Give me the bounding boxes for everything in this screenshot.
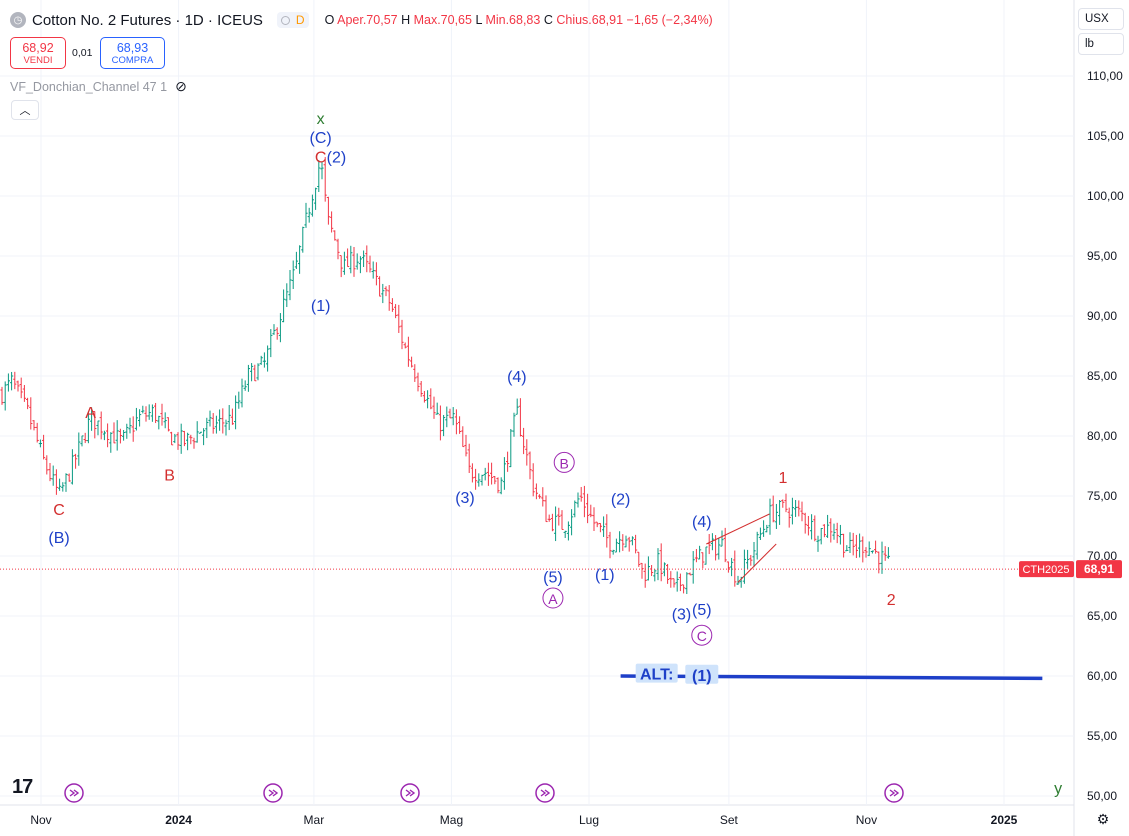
time-tick-label: Set (720, 813, 739, 827)
wave-label[interactable]: C (53, 502, 65, 519)
price-tick-label: 105,00 (1087, 129, 1124, 143)
wave-label[interactable]: (5) (692, 602, 712, 619)
unit-selector[interactable]: lb (1078, 33, 1124, 55)
ohlc-low-value: Min.68,83 (485, 13, 541, 27)
symbol-tag-box (1019, 561, 1074, 578)
sell-button[interactable]: 68,92 VENDI (10, 37, 66, 69)
unit-label: lb (1085, 38, 1094, 50)
ohlc-values: O Aper.70,57 H Max.70,65 L Min.68,83 C C… (325, 13, 713, 27)
wave-label[interactable]: 1 (779, 470, 788, 487)
settings-gear-icon[interactable]: ⚙ (1096, 810, 1110, 827)
wave-label-circle (691, 624, 713, 646)
wave-label[interactable]: B (560, 455, 569, 471)
indicator-name: VF_Donchian_Channel 47 1 (10, 79, 168, 94)
event-marker-arrow-icon (405, 789, 416, 797)
price-tick-label: 55,00 (1087, 729, 1117, 743)
hidden-eye-icon[interactable]: ⊘ (175, 78, 187, 94)
currency-label: USX (1085, 13, 1109, 25)
chart-header: ◷ Cotton No. 2 Futures · 1D · ICEUS D O … (10, 10, 713, 30)
sell-label: VENDI (23, 54, 53, 66)
wave-label[interactable]: y (1054, 781, 1062, 798)
ohlc-low-label: L (475, 13, 482, 27)
wave-label[interactable]: 2 (887, 592, 896, 609)
symbol-tag-label: CTH2025 (1022, 564, 1069, 576)
symbol-title[interactable]: Cotton No. 2 Futures · 1D · ICEUS (32, 11, 263, 29)
sell-price: 68,92 (22, 40, 54, 55)
price-tick-label: 100,00 (1087, 189, 1124, 203)
price-tick-label: 110,00 (1087, 69, 1123, 83)
price-tick-label: 65,00 (1087, 609, 1117, 623)
price-tick-label: 75,00 (1087, 489, 1117, 503)
wave-label[interactable]: x (317, 111, 325, 128)
ohlc-change-value: −1,65 (−2,34%) (626, 13, 713, 27)
buy-button[interactable]: 68,93 COMPRA (100, 37, 165, 69)
wave-label[interactable]: (2) (327, 149, 347, 166)
triangle-lower-line (737, 543, 777, 583)
wave-label-box (635, 663, 678, 683)
status-flags[interactable]: D (276, 12, 309, 28)
wave-label-box (685, 664, 719, 684)
ohlc-close-value: Chius.68,91 (556, 13, 624, 27)
wave-label[interactable]: A (548, 591, 558, 607)
event-marker-arrow-icon (540, 789, 551, 797)
buy-price: 68,93 (116, 40, 149, 55)
ohlc-high-value: Max.70,65 (413, 13, 472, 27)
time-tick-label: Mar (304, 813, 325, 827)
triangle-upper-line (706, 513, 770, 545)
time-tick-label: Nov (856, 813, 877, 827)
wave-label[interactable]: A (85, 405, 96, 422)
ohlc-open-label: O (324, 13, 335, 27)
time-tick-label: 2025 (991, 813, 1018, 827)
price-tick-label: 85,00 (1087, 369, 1117, 383)
wave-label[interactable]: (C) (310, 130, 332, 147)
price-tick-label: 70,00 (1087, 549, 1117, 563)
time-tick-label: Lug (579, 813, 599, 827)
wave-label[interactable]: (2) (611, 491, 631, 508)
alt-support-line[interactable] (620, 674, 1043, 681)
buy-label: COMPRA (111, 54, 154, 66)
spread-value: 0,01 (72, 47, 93, 59)
price-tick-label: 80,00 (1087, 429, 1117, 443)
current-price-badge (1076, 560, 1122, 579)
price-tick-label: 95,00 (1087, 249, 1117, 263)
wave-label[interactable]: (5) (543, 569, 563, 586)
price-tick-label: 60,00 (1087, 669, 1117, 683)
wave-label[interactable]: (1) (311, 298, 331, 315)
collapse-legend-button[interactable]: ︿ (11, 100, 39, 120)
event-marker-arrow-icon (889, 789, 900, 797)
market-status-icon (280, 15, 290, 25)
chevron-up-icon: ︿ (19, 105, 31, 117)
wave-label[interactable]: C (315, 149, 327, 166)
wave-label[interactable]: (4) (692, 514, 712, 531)
ohlc-open-value: Aper.70,57 (337, 13, 398, 27)
wave-label[interactable]: (3) (455, 490, 475, 507)
wave-label-circle (542, 587, 564, 609)
time-tick-label: Nov (30, 813, 51, 827)
indicator-legend[interactable]: VF_Donchian_Channel 47 1 ⊘ (10, 78, 187, 95)
event-marker-arrow-icon (268, 789, 279, 797)
wave-label[interactable]: (3) (672, 607, 692, 624)
wave-label-circle (553, 451, 575, 473)
time-tick-label: 2024 (165, 813, 192, 827)
wave-label[interactable]: (B) (48, 530, 69, 547)
current-price-label: 68,91 (1084, 562, 1114, 576)
wave-label[interactable]: (1) (595, 567, 615, 584)
wave-label[interactable]: (4) (507, 369, 527, 386)
wave-label[interactable]: C (697, 628, 707, 644)
tradingview-logo[interactable]: 17 (12, 776, 33, 798)
wave-label[interactable]: B (164, 467, 175, 484)
price-tick-label: 90,00 (1087, 309, 1117, 323)
ohlc-high-label: H (401, 13, 411, 27)
delayed-data-flag: D (295, 13, 305, 27)
symbol-logo-icon[interactable]: ◷ (10, 12, 26, 28)
price-tick-label: 50,00 (1087, 789, 1117, 803)
currency-selector[interactable]: USX (1078, 8, 1124, 30)
event-marker-arrow-icon (69, 789, 80, 797)
wave-label[interactable]: (1) (692, 668, 712, 685)
time-tick-label: Mag (440, 813, 463, 827)
wave-label[interactable]: ALT: (640, 667, 673, 684)
ohlc-close-label: C (543, 13, 553, 27)
